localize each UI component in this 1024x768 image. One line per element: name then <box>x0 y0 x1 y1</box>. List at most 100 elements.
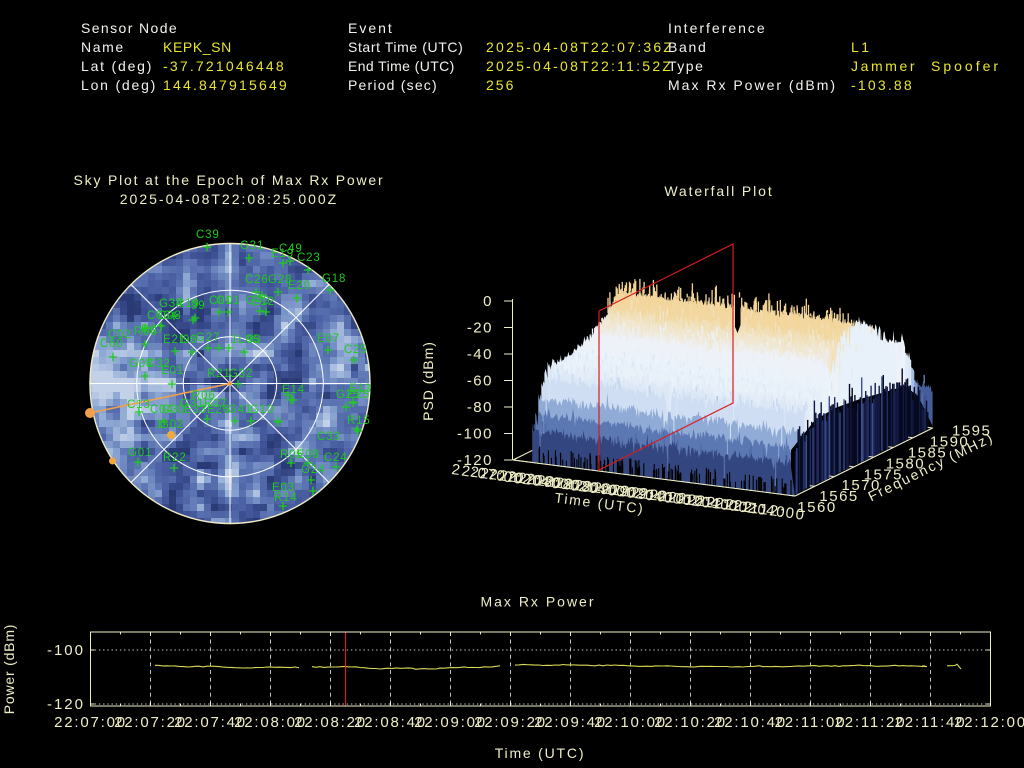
svg-text:-37.721046448: -37.721046448 <box>163 58 286 74</box>
svg-text:144.847915649: 144.847915649 <box>163 77 289 93</box>
svg-text:C01: C01 <box>209 295 233 307</box>
svg-text:E33: E33 <box>184 404 207 416</box>
svg-text:G27: G27 <box>196 332 220 344</box>
svg-text:C13: C13 <box>127 399 151 411</box>
svg-text:22:10:40: 22:10:40 <box>714 714 787 731</box>
svg-text:G01: G01 <box>216 295 240 307</box>
svg-text:C26: C26 <box>245 274 269 286</box>
svg-text:99: 99 <box>191 300 206 312</box>
svg-text:93: 93 <box>247 334 262 346</box>
svg-text:1590: 1590 <box>930 434 969 451</box>
svg-text:Lat (deg): Lat (deg) <box>81 58 153 74</box>
svg-text:22:09:20: 22:09:20 <box>474 714 547 731</box>
svg-text:R21: R21 <box>207 368 231 380</box>
svg-text:E19: E19 <box>271 248 294 260</box>
svg-text:G34: G34 <box>159 298 183 310</box>
svg-text:C24: C24 <box>324 452 348 464</box>
svg-text:G02: G02 <box>160 419 184 431</box>
svg-text:C25: C25 <box>344 344 368 356</box>
svg-text:C32: C32 <box>147 358 171 370</box>
svg-text:End Time (UTC): End Time (UTC) <box>348 58 455 74</box>
svg-text:22:09:00: 22:09:00 <box>414 714 487 731</box>
svg-text:1565: 1565 <box>819 488 858 505</box>
svg-text:-120: -120 <box>457 452 493 469</box>
svg-text:R19: R19 <box>176 298 200 310</box>
svg-text:-80: -80 <box>467 399 493 416</box>
svg-text:Interference: Interference <box>668 20 767 36</box>
svg-text:1570: 1570 <box>842 477 881 494</box>
svg-text:C23: C23 <box>297 252 321 264</box>
svg-text:C49: C49 <box>279 243 303 255</box>
svg-text:Period (sec): Period (sec) <box>348 77 438 93</box>
svg-text:Type: Type <box>668 58 704 74</box>
svg-text:C60: C60 <box>100 338 124 350</box>
svg-text:-103.88: -103.88 <box>851 77 914 93</box>
svg-text:G25: G25 <box>336 389 360 401</box>
svg-text:-20: -20 <box>467 320 493 337</box>
svg-text:22:09:40: 22:09:40 <box>534 714 607 731</box>
svg-text:C39: C39 <box>196 229 220 241</box>
svg-text:22:08:20: 22:08:20 <box>294 714 367 731</box>
svg-text:G32: G32 <box>229 368 253 380</box>
svg-text:C30: C30 <box>162 404 186 416</box>
svg-text:R06: R06 <box>134 326 158 338</box>
svg-text:0: 0 <box>483 293 493 310</box>
svg-text:Waterfall Plot: Waterfall Plot <box>664 183 773 199</box>
svg-text:R06: R06 <box>192 390 216 402</box>
svg-text:Spoofer: Spoofer <box>931 58 1001 74</box>
svg-text:L1: L1 <box>851 39 872 55</box>
svg-text:G28: G28 <box>268 274 292 286</box>
svg-text:-60: -60 <box>467 373 493 390</box>
svg-text:-120: -120 <box>47 696 85 713</box>
svg-text:R07: R07 <box>141 324 165 336</box>
svg-text:22:12:00: 22:12:00 <box>954 714 1024 731</box>
svg-text:E21: E21 <box>163 334 186 346</box>
svg-text:R14: R14 <box>274 492 298 504</box>
svg-text:KEPK_SN: KEPK_SN <box>163 39 232 55</box>
svg-text:Event: Event <box>348 20 394 36</box>
svg-text:G01: G01 <box>128 447 152 459</box>
svg-text:Max Rx Power: Max Rx Power <box>480 594 595 610</box>
svg-text:Name: Name <box>81 39 125 55</box>
svg-text:1L05: 1L05 <box>231 334 260 346</box>
svg-text:E26: E26 <box>207 404 230 416</box>
svg-text:2025-04-08T22:07:36Z: 2025-04-08T22:07:36Z <box>486 39 674 55</box>
svg-text:22:08:00: 22:08:00 <box>234 714 307 731</box>
svg-text:1560: 1560 <box>797 499 836 516</box>
svg-text:Band: Band <box>668 39 708 55</box>
svg-text:G40: G40 <box>246 295 270 307</box>
svg-text:22:11:20: 22:11:20 <box>835 714 907 731</box>
svg-text:E12: E12 <box>252 296 275 308</box>
svg-text:C02: C02 <box>108 329 132 341</box>
svg-text:-100: -100 <box>47 642 85 659</box>
svg-text:22:07:20: 22:07:20 <box>114 714 187 731</box>
svg-text:22:11:40: 22:11:40 <box>895 714 967 731</box>
svg-text:E14: E14 <box>282 384 305 396</box>
svg-text:R22: R22 <box>163 452 187 464</box>
svg-text:Jammer: Jammer <box>851 58 917 74</box>
svg-text:1580: 1580 <box>886 455 925 472</box>
svg-text:E25: E25 <box>347 389 370 401</box>
svg-text:22:07:40: 22:07:40 <box>174 714 247 731</box>
svg-text:1: 1 <box>156 419 163 431</box>
svg-text:2025-04-08T22:11:52Z: 2025-04-08T22:11:52Z <box>486 58 673 74</box>
svg-text:G31: G31 <box>240 240 264 252</box>
svg-text:R27: R27 <box>204 398 228 410</box>
svg-text:R05: R05 <box>280 449 304 461</box>
svg-text:Max Rx Power (dBm): Max Rx Power (dBm) <box>668 77 837 93</box>
svg-text:R15: R15 <box>347 415 371 427</box>
svg-text:G08: G08 <box>129 358 153 370</box>
svg-text:I96: I96 <box>179 334 198 346</box>
svg-text:PSD (dBm): PSD (dBm) <box>420 341 436 421</box>
svg-text:C08: C08 <box>158 310 182 322</box>
svg-text:22:10:20: 22:10:20 <box>654 714 727 731</box>
svg-text:E07: E07 <box>317 333 340 345</box>
svg-text:22:08:40: 22:08:40 <box>354 714 427 731</box>
svg-text:C33: C33 <box>317 431 341 443</box>
svg-text:E01: E01 <box>161 365 184 377</box>
svg-text:1575: 1575 <box>864 466 903 483</box>
svg-text:22:11:00: 22:11:00 <box>775 714 847 731</box>
svg-text:Start Time (UTC): Start Time (UTC) <box>348 39 463 55</box>
svg-text:22:10:00: 22:10:00 <box>594 714 667 731</box>
svg-text:Power (dBm): Power (dBm) <box>1 624 17 714</box>
